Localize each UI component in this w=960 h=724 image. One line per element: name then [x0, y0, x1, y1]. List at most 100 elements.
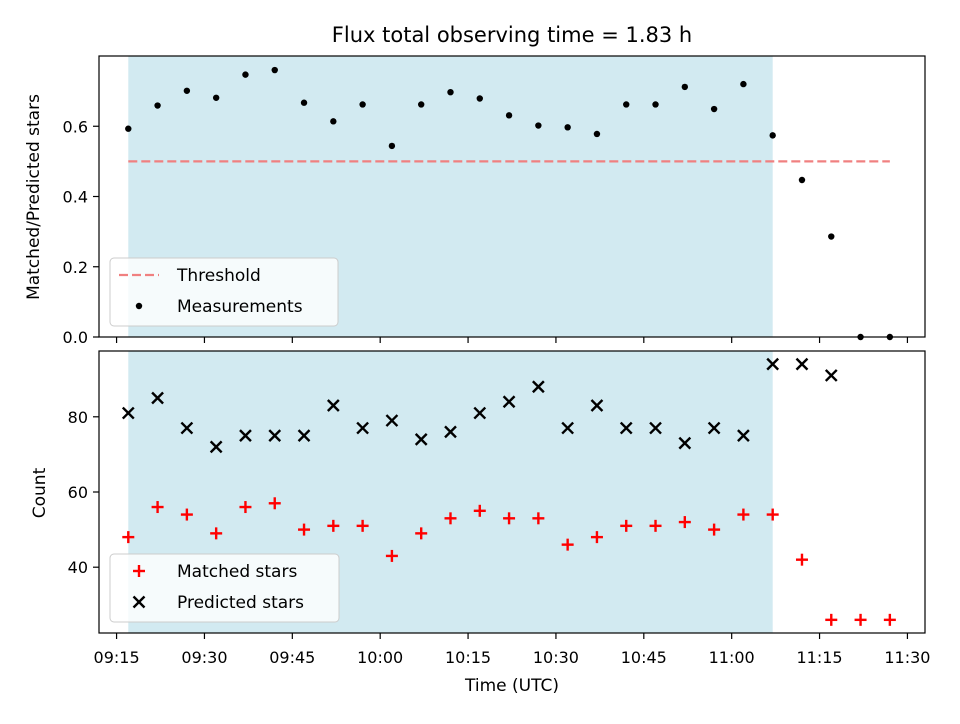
- top-measurement-point: [417, 101, 425, 108]
- bottom-predicted-star-point: [619, 421, 633, 435]
- x-stroke-b: [385, 414, 399, 427]
- bottom-predicted-star-point: [737, 429, 750, 442]
- bottom-matched-star-point: [620, 519, 633, 532]
- x-stroke-b: [151, 391, 164, 405]
- top-measurement-point: [828, 233, 835, 240]
- top-measurement-point: [476, 95, 483, 102]
- x-stroke-b: [356, 421, 369, 435]
- x-stroke-b: [444, 425, 457, 439]
- x-axis-label: Time (UTC): [464, 676, 559, 696]
- top-measurement-point: [681, 83, 689, 91]
- bottom-predicted-star-point: [707, 421, 721, 435]
- bottom-matched-star-point: [415, 527, 428, 540]
- top-measurement-point: [535, 122, 542, 129]
- bottom-predicted-star-point: [649, 421, 662, 435]
- x-stroke-b: [561, 421, 575, 435]
- x-stroke-b: [297, 429, 311, 442]
- bottom-predicted-star-point: [326, 399, 340, 412]
- top-y-tick-label: 0.6: [63, 117, 88, 136]
- top-measurement-point: [769, 132, 776, 139]
- bottom-y-tick-label: 40: [68, 558, 88, 577]
- x-tick-label: 10:30: [533, 648, 579, 667]
- x-stroke-b: [121, 406, 135, 420]
- bottom-matched-star-point: [298, 523, 311, 536]
- bottom-predicted-star-point: [678, 436, 692, 450]
- top-measurement-point: [154, 102, 161, 109]
- bottom-y-axis-label: Count: [30, 467, 50, 518]
- x-stroke-b: [414, 433, 428, 446]
- bottom-matched-star-point: [649, 519, 662, 532]
- top-measurement-point: [447, 88, 454, 96]
- bottom-legend-label: Predicted stars: [177, 593, 304, 613]
- bottom-matched-star-point: [561, 538, 574, 551]
- bottom-predicted-star-point: [414, 433, 428, 446]
- x-stroke-b: [824, 369, 838, 382]
- x-stroke-b: [766, 357, 780, 371]
- bottom-predicted-star-point: [795, 357, 809, 371]
- chart-title: Flux total observing time = 1.83 h: [332, 23, 692, 47]
- x-stroke-b: [180, 421, 194, 435]
- x-tick-label: 11:00: [709, 648, 755, 667]
- top-measurement-point: [125, 125, 132, 132]
- bottom-matched-star-point: [239, 501, 252, 514]
- x-stroke-b: [795, 357, 809, 371]
- bottom-legend-label: Matched stars: [177, 562, 297, 582]
- x-tick-label: 11:15: [796, 648, 842, 667]
- top-measurement-point: [505, 112, 513, 119]
- top-measurement-point: [388, 142, 396, 150]
- bottom-matched-star-point: [356, 519, 369, 532]
- bottom-y-tick-label: 80: [68, 408, 88, 427]
- top-legend-label: Measurements: [177, 297, 303, 317]
- bottom-predicted-star-point: [356, 421, 369, 435]
- bottom-predicted-star-point: [151, 391, 164, 405]
- x-tick-label: 09:15: [94, 648, 140, 667]
- x-stroke-b: [326, 399, 340, 412]
- x-stroke-b: [132, 595, 146, 609]
- bottom-predicted-star-point: [590, 399, 604, 412]
- top-measurement-point: [798, 176, 806, 184]
- x-stroke-b: [649, 421, 662, 435]
- bottom-matched-star-point: [678, 516, 691, 529]
- top-y-tick-label: 0.0: [63, 328, 88, 347]
- bottom-matched-star-point: [795, 553, 808, 566]
- top-measurement-point: [359, 101, 366, 108]
- bottom-matched-star-point: [180, 508, 193, 521]
- bottom-predicted-star-point: [532, 380, 545, 394]
- x-tick-label: 11:30: [884, 648, 930, 667]
- bottom-predicted-star-point: [444, 425, 457, 439]
- top-y-axis-label: Matched/Predicted stars: [24, 94, 44, 300]
- bottom-predicted-star-point: [824, 369, 838, 382]
- x-stroke-b: [473, 406, 487, 420]
- bottom-matched-star-point: [708, 523, 721, 536]
- bottom-predicted-star-point: [268, 429, 282, 442]
- bottom-matched-star-point: [151, 501, 164, 514]
- bottom-predicted-star-point: [180, 421, 194, 435]
- top-measurement-point: [271, 66, 278, 74]
- top-y-tick-label: 0.2: [63, 258, 88, 277]
- top-legend-label: Threshold: [176, 266, 261, 286]
- x-tick-label: 10:00: [357, 648, 403, 667]
- bottom-predicted-star-point: [473, 406, 487, 420]
- top-measurement-point: [740, 80, 747, 88]
- x-stroke-b: [268, 429, 282, 442]
- bottom-matched-star-point: [444, 512, 457, 525]
- bottom-matched-star-point: [122, 531, 135, 544]
- bottom-predicted-star-point: [239, 429, 252, 442]
- x-tick-label: 10:15: [445, 648, 491, 667]
- top-measurement-point: [623, 101, 630, 108]
- top-measurement-point: [183, 87, 191, 94]
- bottom-legend-predicted-swatch: [132, 595, 146, 609]
- x-stroke-b: [502, 395, 516, 409]
- x-stroke-b: [678, 436, 692, 450]
- bottom-legend-matched-swatch: [133, 565, 145, 577]
- x-stroke-b: [209, 440, 223, 454]
- bottom-matched-star-point: [503, 512, 516, 525]
- bottom-predicted-star-point: [297, 429, 311, 442]
- bottom-legend-box: [109, 553, 340, 623]
- top-measurement-point: [710, 105, 718, 113]
- bottom-matched-star-point: [385, 549, 398, 562]
- bottom-y-tick-label: 60: [68, 483, 88, 502]
- x-stroke-b: [590, 399, 604, 412]
